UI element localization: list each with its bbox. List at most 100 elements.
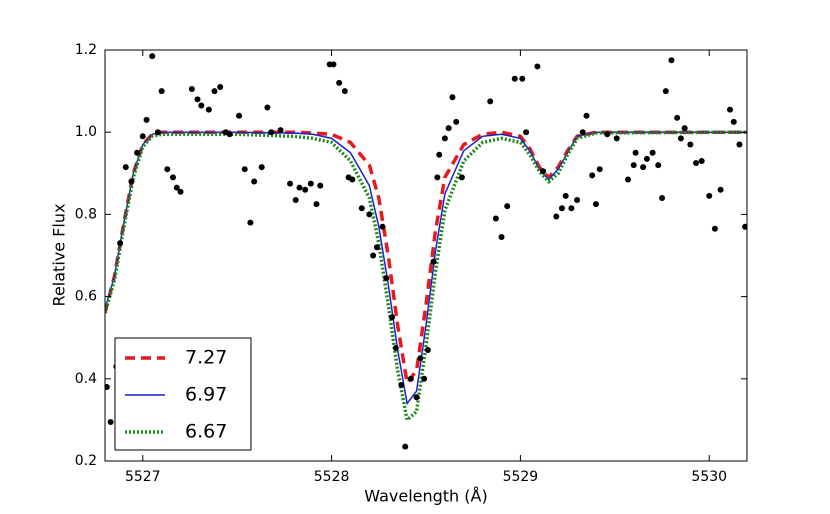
data-point: [498, 234, 505, 241]
data-point: [366, 211, 373, 218]
y-tick-label: 0.4: [75, 371, 97, 387]
data-point: [632, 149, 639, 156]
y-tick-label: 0.8: [75, 206, 97, 222]
data-point: [349, 176, 356, 183]
y-tick-label: 1.0: [75, 124, 97, 140]
data-point: [143, 116, 150, 123]
data-point: [574, 197, 581, 204]
data-point: [727, 106, 734, 113]
data-point: [649, 149, 656, 156]
data-point: [313, 201, 320, 208]
data-point: [604, 131, 611, 138]
data-point: [453, 118, 460, 125]
data-point: [449, 94, 456, 101]
data-point: [534, 63, 541, 70]
data-point: [711, 225, 718, 232]
data-point: [687, 141, 694, 148]
plot-area: [105, 53, 747, 450]
data-point: [421, 375, 428, 382]
data-point: [341, 88, 348, 95]
legend: 7.27 6.97 6.67: [114, 337, 252, 451]
x-axis-label: Wavelength (Å): [364, 487, 487, 506]
data-point: [268, 129, 275, 136]
data-point: [579, 129, 586, 136]
data-point: [504, 203, 511, 210]
data-point: [662, 88, 669, 95]
data-point: [583, 112, 590, 119]
data-point: [693, 160, 700, 167]
data-point: [630, 162, 637, 169]
data-point: [742, 223, 747, 230]
model-line: [105, 130, 747, 388]
data-point: [330, 61, 337, 68]
data-point: [277, 127, 284, 134]
data-point: [717, 186, 724, 193]
data-point: [128, 178, 135, 185]
data-point: [487, 98, 494, 105]
data-point: [139, 133, 146, 140]
model-line: [105, 130, 747, 424]
data-point: [173, 184, 180, 191]
data-point: [668, 57, 675, 64]
data-point: [407, 375, 414, 382]
data-point: [302, 186, 309, 193]
y-tick-label: 0.2: [75, 453, 97, 469]
data-point: [169, 174, 176, 181]
data-point: [625, 176, 632, 183]
data-point: [105, 384, 110, 391]
data-point: [383, 275, 390, 282]
data-point: [164, 166, 171, 173]
x-tick-label: 5528: [314, 469, 350, 485]
data-point: [358, 205, 365, 212]
data-point: [264, 104, 271, 111]
data-point: [413, 394, 420, 401]
data-point: [730, 118, 737, 125]
data-point: [417, 355, 424, 362]
data-point: [613, 135, 620, 142]
data-point: [258, 164, 265, 171]
legend-label: 7.27: [185, 347, 227, 369]
data-point: [674, 114, 681, 121]
data-point: [511, 75, 518, 82]
data-point: [226, 131, 233, 138]
data-point: [523, 129, 530, 136]
data-point: [445, 125, 452, 132]
data-point: [217, 83, 224, 90]
data-point: [236, 112, 243, 119]
y-axis-label: Relative Flux: [50, 204, 69, 307]
data-point: [287, 180, 294, 187]
data-point: [317, 182, 324, 189]
data-point: [540, 168, 547, 175]
data-point: [107, 418, 114, 425]
legend-label: 6.67: [185, 421, 227, 443]
data-point: [398, 381, 405, 388]
data-point: [736, 141, 743, 148]
data-point: [158, 88, 165, 95]
y-tick-label: 0.6: [75, 289, 97, 305]
data-point: [434, 174, 441, 181]
data-point: [436, 151, 443, 158]
data-point: [292, 197, 299, 204]
data-point: [194, 96, 201, 103]
data-point: [677, 135, 684, 142]
data-point: [706, 192, 713, 199]
data-point: [402, 443, 409, 450]
data-point: [211, 88, 218, 95]
data-point: [441, 135, 448, 142]
data-point: [241, 166, 248, 173]
data-point: [492, 215, 499, 222]
data-point: [568, 205, 575, 212]
data-point: [589, 172, 596, 179]
data-point: [458, 174, 465, 181]
data-point: [117, 240, 124, 247]
data-point: [122, 164, 129, 171]
data-point: [251, 178, 258, 185]
x-tick-label: 5527: [125, 469, 161, 485]
data-point: [681, 125, 688, 132]
data-point: [134, 149, 141, 156]
data-point: [198, 102, 205, 109]
data-point: [596, 166, 603, 173]
data-point: [643, 155, 650, 162]
data-point: [640, 164, 647, 171]
